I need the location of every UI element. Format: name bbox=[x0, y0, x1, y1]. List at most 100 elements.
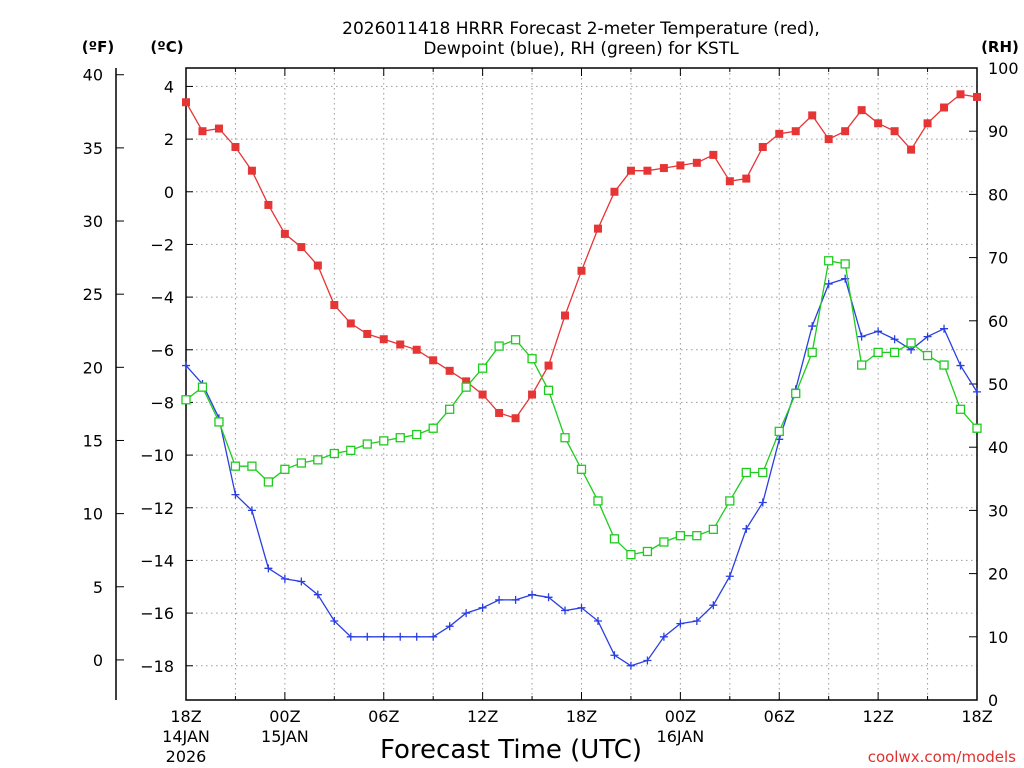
temperature-point bbox=[198, 127, 207, 136]
credit-text: coolwx.com/models bbox=[868, 748, 1016, 766]
temperature-point bbox=[478, 390, 487, 399]
rh-point bbox=[247, 461, 257, 471]
temperature-point bbox=[791, 127, 800, 136]
rh-tick-label: 30 bbox=[988, 501, 1008, 520]
fahrenheit-unit-label: (ºF) bbox=[82, 38, 114, 56]
dewpoint-point bbox=[940, 324, 949, 333]
dewpoint-point bbox=[544, 593, 553, 602]
rh-tick-label: 100 bbox=[988, 59, 1019, 78]
x-axis-label: Forecast Time (UTC) bbox=[380, 735, 642, 765]
rh-point bbox=[181, 395, 191, 405]
temperature-point bbox=[956, 90, 965, 99]
rh-point bbox=[313, 455, 323, 465]
dewpoint-point bbox=[511, 595, 520, 604]
fahrenheit-tick-label: 30 bbox=[83, 212, 103, 231]
rh-point bbox=[543, 385, 554, 395]
temperature-point bbox=[626, 166, 635, 175]
rh-point bbox=[263, 477, 274, 487]
rh-point bbox=[593, 496, 603, 506]
dewpoint-point bbox=[445, 622, 454, 631]
fahrenheit-axis: 40 35 30 25 20 15 10 5 0 bbox=[83, 66, 124, 670]
dewpoint-point bbox=[182, 361, 190, 370]
chart-title-line1: 2026011418 HRRR Forecast 2-meter Tempera… bbox=[342, 19, 820, 39]
dewpoint-point bbox=[610, 651, 619, 660]
x-tick-label: 00Z bbox=[269, 707, 300, 726]
dewpoint-point bbox=[330, 617, 339, 625]
fahrenheit-tick-label: 20 bbox=[83, 358, 103, 377]
rh-point bbox=[922, 350, 933, 361]
temperature-point bbox=[379, 335, 388, 344]
dewpoint-point bbox=[561, 606, 570, 615]
fahrenheit-tick-label: 40 bbox=[83, 66, 103, 85]
temperature-point bbox=[346, 319, 355, 328]
celsius-tick-label: −14 bbox=[140, 551, 174, 570]
temperature-point bbox=[841, 127, 850, 136]
temperature-point bbox=[396, 340, 405, 349]
temperature-point bbox=[544, 361, 553, 370]
rh-point bbox=[955, 404, 966, 414]
temperature-point bbox=[940, 103, 949, 112]
temperature-point bbox=[643, 166, 652, 175]
temperature-point bbox=[973, 92, 981, 101]
dewpoint-point bbox=[593, 617, 602, 625]
rh-point bbox=[510, 335, 521, 345]
temperature-point bbox=[808, 111, 817, 120]
dewpoint-point bbox=[528, 590, 537, 599]
x-tick-label: 06Z bbox=[764, 707, 795, 726]
rh-tick-label: 50 bbox=[988, 375, 1008, 394]
rh-point bbox=[873, 347, 883, 358]
rh-point bbox=[758, 467, 768, 478]
series-layer bbox=[181, 90, 982, 670]
temperature-point bbox=[182, 98, 190, 107]
temperature-point bbox=[874, 119, 883, 128]
dewpoint-point bbox=[264, 564, 273, 573]
dewpoint-point bbox=[626, 661, 635, 670]
dewpoint-point bbox=[462, 609, 471, 618]
dewpoint-point bbox=[247, 506, 256, 515]
temperature-point bbox=[363, 329, 372, 338]
rh-point bbox=[362, 439, 372, 449]
x-tick-label: 12Z bbox=[862, 707, 893, 726]
rh-point bbox=[774, 426, 784, 437]
dewpoint-point bbox=[346, 632, 355, 641]
dewpoint-point bbox=[709, 601, 718, 610]
rh-point bbox=[329, 448, 339, 459]
temperature-point bbox=[264, 200, 273, 209]
dewpoint-point bbox=[379, 632, 388, 641]
celsius-tick-label: −4 bbox=[150, 288, 174, 307]
dewpoint-point bbox=[725, 572, 734, 581]
dewpoint-point bbox=[495, 595, 504, 604]
temperature-point bbox=[297, 243, 306, 252]
x-tick-label: 18Z bbox=[170, 707, 201, 726]
rh-point bbox=[576, 464, 587, 474]
temperature-point bbox=[659, 164, 668, 173]
rh-point bbox=[494, 341, 504, 351]
temperature-point bbox=[231, 143, 240, 151]
dewpoint-point bbox=[429, 632, 438, 641]
rh-point bbox=[708, 524, 718, 535]
celsius-tick-label: 4 bbox=[164, 77, 174, 96]
temperature-point bbox=[445, 366, 454, 375]
rh-point bbox=[477, 363, 488, 373]
dewpoint-point bbox=[956, 361, 965, 370]
dewpoint-point bbox=[297, 577, 306, 586]
temperature-point bbox=[280, 229, 289, 238]
x-tick-year-label: 2026 bbox=[166, 747, 207, 766]
rh-point bbox=[346, 445, 356, 456]
fahrenheit-tick-label: 0 bbox=[93, 651, 103, 670]
rh-point bbox=[412, 429, 422, 440]
dewpoint-point bbox=[577, 603, 586, 612]
x-tick-date-label: 16JAN bbox=[657, 727, 705, 746]
temperature-point bbox=[495, 408, 504, 417]
rh-point bbox=[659, 537, 669, 547]
dewpoint-point bbox=[973, 387, 981, 396]
fahrenheit-tick-label: 10 bbox=[83, 505, 103, 524]
rh-tick-label: 70 bbox=[988, 249, 1008, 268]
rh-point bbox=[280, 464, 290, 474]
rh-point bbox=[609, 534, 620, 544]
rh-point bbox=[527, 354, 537, 364]
rh-point bbox=[824, 256, 834, 266]
